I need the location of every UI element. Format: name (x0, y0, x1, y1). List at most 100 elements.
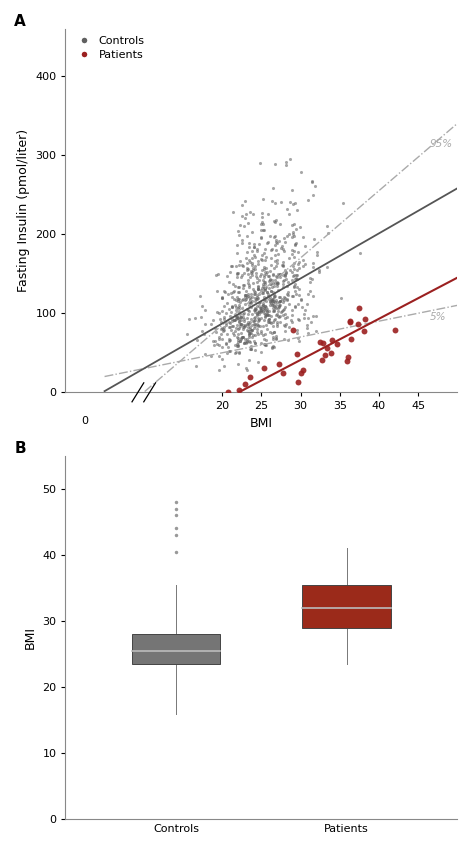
Point (242, 292, 250, 306)
Point (245, 307, 252, 321)
Point (219, 321, 226, 334)
Point (271, 254, 279, 268)
Point (245, 277, 252, 290)
Point (213, 337, 221, 351)
Point (223, 270, 231, 283)
Point (299, 363, 307, 377)
Point (209, 334, 217, 348)
Point (223, 346, 230, 360)
Point (251, 301, 259, 315)
Point (255, 300, 263, 313)
Point (258, 215, 265, 229)
Point (282, 155, 289, 168)
Point (219, 340, 226, 354)
Point (257, 304, 265, 317)
Point (261, 290, 268, 304)
Point (273, 237, 281, 250)
Point (295, 288, 303, 301)
Point (301, 303, 309, 317)
Point (270, 288, 278, 301)
Text: A: A (14, 14, 26, 29)
Point (248, 265, 256, 278)
Point (264, 308, 271, 322)
Point (261, 337, 269, 351)
Point (245, 304, 253, 317)
Point (249, 276, 257, 289)
Point (229, 205, 237, 219)
Point (309, 260, 317, 274)
Point (268, 251, 275, 265)
Point (197, 311, 204, 324)
Point (262, 318, 270, 332)
Point (253, 290, 261, 304)
Point (277, 196, 285, 209)
Point (266, 294, 274, 307)
Point (264, 289, 271, 303)
Point (271, 229, 279, 243)
Point (246, 322, 254, 335)
Point (283, 311, 291, 324)
Point (231, 346, 239, 360)
Point (266, 326, 274, 340)
Point (237, 331, 245, 345)
Point (273, 319, 281, 333)
Point (216, 312, 224, 326)
Point (245, 326, 253, 340)
Point (293, 323, 301, 336)
Point (232, 322, 239, 335)
Point (235, 339, 242, 352)
Point (275, 300, 283, 313)
Point (294, 374, 302, 388)
Point (266, 272, 274, 286)
Point (273, 275, 281, 288)
Point (263, 237, 271, 250)
Point (284, 275, 292, 288)
Point (344, 351, 352, 364)
Point (183, 328, 191, 341)
Point (209, 312, 216, 326)
Point (250, 315, 258, 328)
Point (240, 336, 248, 350)
Point (261, 339, 269, 352)
Point (238, 233, 246, 247)
Point (286, 195, 293, 208)
Point (215, 363, 222, 377)
Point (261, 277, 269, 290)
Point (245, 216, 252, 230)
Point (243, 256, 251, 270)
Point (235, 293, 242, 306)
Point (241, 377, 248, 391)
Point (255, 237, 263, 251)
Point (251, 260, 259, 273)
Point (265, 274, 273, 288)
Point (271, 231, 278, 244)
Point (242, 207, 249, 220)
Point (323, 341, 331, 355)
Point (260, 362, 268, 375)
Point (344, 354, 351, 368)
Point (238, 329, 246, 343)
Point (228, 300, 236, 314)
Point (238, 301, 246, 315)
Point (234, 285, 242, 299)
Point (219, 323, 227, 336)
Point (264, 314, 272, 328)
Point (246, 280, 253, 294)
Point (251, 317, 259, 331)
Point (247, 287, 255, 300)
Point (279, 255, 287, 269)
Point (253, 271, 261, 285)
Point (276, 294, 284, 308)
Point (281, 291, 289, 305)
Point (257, 326, 264, 340)
Point (228, 290, 236, 304)
Point (257, 283, 265, 296)
Point (237, 311, 244, 324)
Point (301, 258, 309, 271)
Point (199, 324, 206, 338)
Point (264, 207, 272, 220)
Text: 95%: 95% (430, 140, 453, 149)
Point (264, 235, 272, 248)
Point (201, 347, 209, 361)
Point (283, 272, 290, 286)
